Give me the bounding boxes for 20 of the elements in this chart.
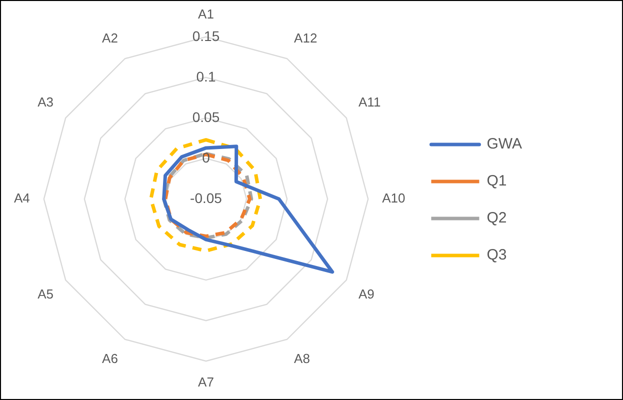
legend-label: Q3 — [486, 246, 507, 264]
spoke-label: A2 — [102, 30, 118, 46]
spoke-label: A9 — [358, 286, 374, 302]
y-tick-label: 0.1 — [196, 68, 216, 84]
spoke-label: A12 — [294, 30, 318, 46]
spoke-label: A1 — [198, 6, 214, 22]
spoke-label: A11 — [358, 94, 381, 110]
spoke-label: A6 — [102, 350, 118, 366]
y-tick-label: -0.05 — [190, 190, 222, 206]
spoke-label: A8 — [294, 350, 310, 366]
legend-label: GWA — [486, 136, 522, 153]
spoke-label: A10 — [382, 190, 406, 206]
legend-label: Q2 — [486, 210, 507, 227]
spoke-label: A7 — [198, 374, 214, 390]
spoke-label: A4 — [14, 190, 30, 206]
legend-label: Q1 — [486, 172, 507, 190]
y-tick-label: 0.15 — [192, 28, 220, 44]
spoke-label: A5 — [38, 286, 54, 302]
spoke-label: A3 — [38, 94, 54, 110]
y-tick-label: 0.05 — [192, 108, 220, 125]
